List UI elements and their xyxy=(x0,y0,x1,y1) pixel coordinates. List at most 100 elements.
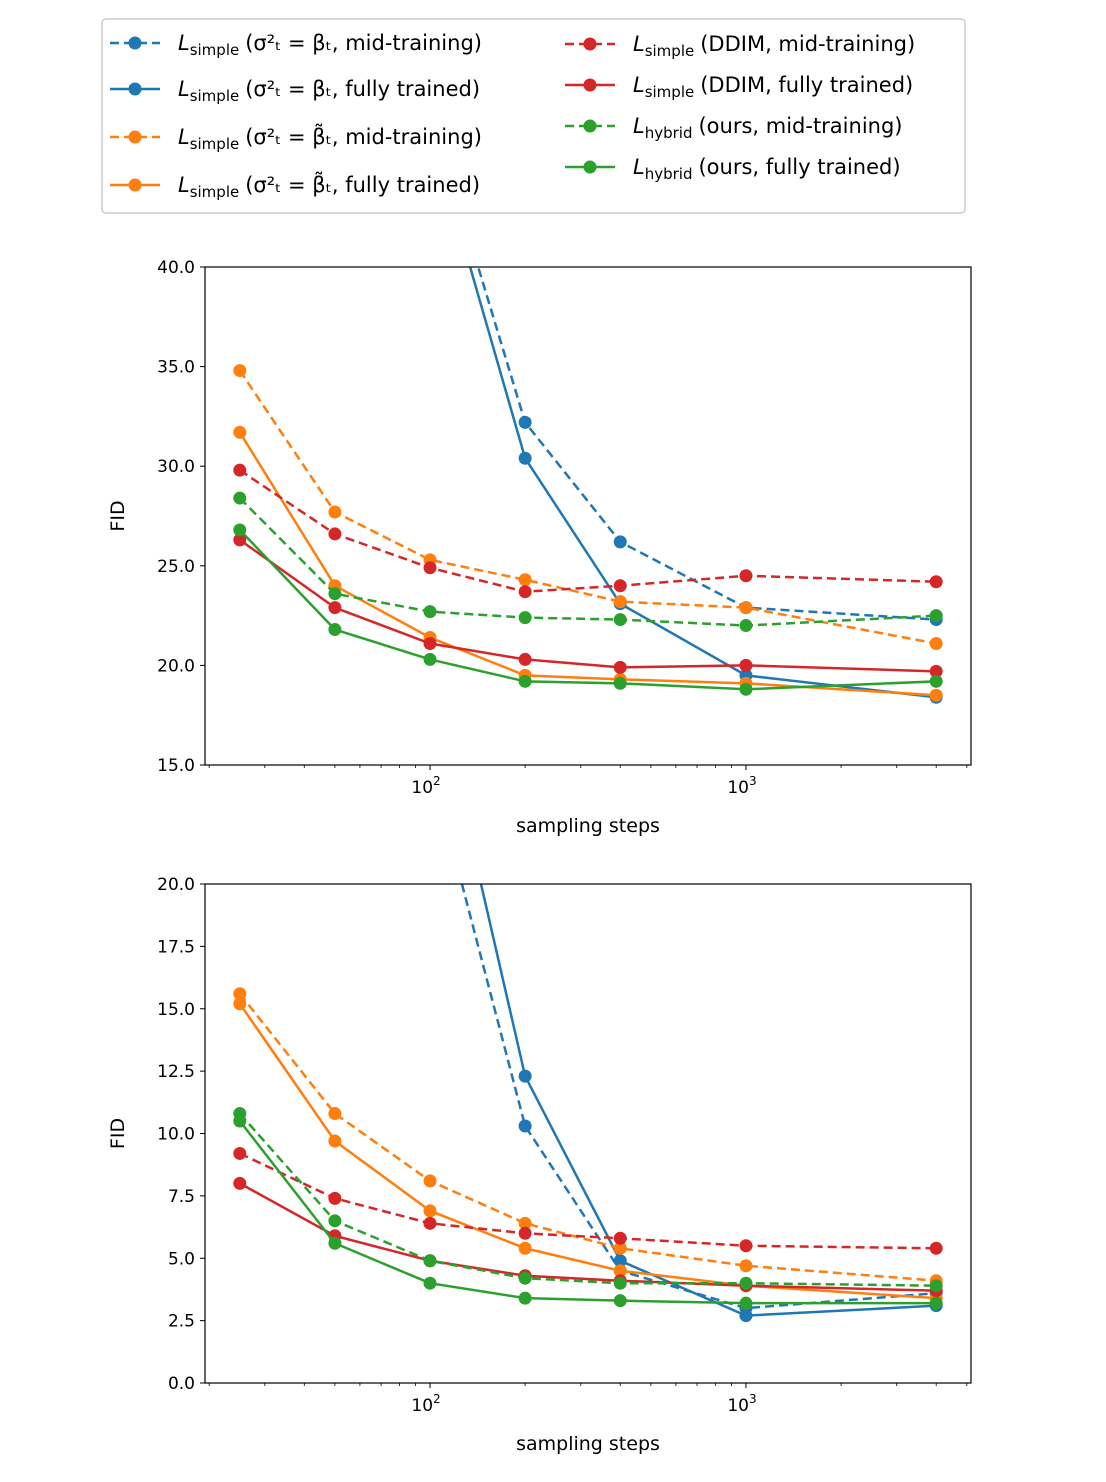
data-point xyxy=(233,425,247,439)
x-tick-base: 10 xyxy=(727,1396,749,1416)
y-tick-label: 20.0 xyxy=(157,656,195,676)
x-tick-base: 10 xyxy=(727,778,749,798)
data-point xyxy=(739,1309,753,1323)
data-point xyxy=(613,1254,627,1268)
y-tick-label: 7.5 xyxy=(168,1187,195,1207)
data-point xyxy=(328,505,342,519)
legend-symbol: L xyxy=(178,125,190,149)
data-point xyxy=(423,1254,437,1268)
y-tick-label: 5.0 xyxy=(168,1249,195,1269)
legend-entry: Lsimple (σ²ₜ = β̃ₜ, fully trained) xyxy=(110,170,480,201)
data-point xyxy=(518,585,532,599)
data-point xyxy=(739,658,753,672)
legend-frame xyxy=(101,18,966,214)
data-point xyxy=(929,1296,943,1310)
legend-label: Lsimple (DDIM, mid-training) xyxy=(633,32,915,60)
x-tick-label: 103 xyxy=(727,774,756,798)
y-tick-label: 15.0 xyxy=(157,756,195,776)
series-line xyxy=(239,469,937,593)
legend-description: (ours, mid-training) xyxy=(698,114,902,138)
x-tick-label: 103 xyxy=(727,1392,756,1416)
y-tick-label: 20.0 xyxy=(157,875,195,895)
y-axis-label: FID xyxy=(107,500,129,531)
y-axis-label: FID xyxy=(107,1118,129,1149)
data-point xyxy=(613,595,627,609)
x-tick-base: 10 xyxy=(411,1396,433,1416)
data-point xyxy=(423,561,437,575)
legend-entry: Lhybrid (ours, fully trained) xyxy=(565,155,901,183)
data-point xyxy=(233,1146,247,1160)
plot-frame xyxy=(204,883,972,1384)
legend-description: (σ²ₜ = β̃ₜ, mid-training) xyxy=(245,122,482,149)
y-tick-label: 0.0 xyxy=(168,1374,195,1394)
legend-subscript: hybrid xyxy=(645,124,693,142)
data-point xyxy=(328,623,342,637)
data-point xyxy=(518,1226,532,1240)
data-point xyxy=(739,1276,753,1290)
data-point xyxy=(423,652,437,666)
legend-subscript: hybrid xyxy=(645,165,693,183)
series-layer xyxy=(233,267,943,704)
data-point xyxy=(423,605,437,619)
legend-marker xyxy=(128,130,142,144)
legend-description: (σ²ₜ = βₜ, fully trained) xyxy=(245,77,480,101)
data-point xyxy=(929,1279,943,1293)
data-point xyxy=(739,619,753,633)
data-point xyxy=(233,491,247,505)
data-point xyxy=(739,569,753,583)
data-point xyxy=(328,587,342,601)
legend-marker xyxy=(128,36,142,50)
series-layer xyxy=(233,884,943,1323)
data-point xyxy=(518,1271,532,1285)
y-tick-label: 30.0 xyxy=(157,457,195,477)
x-tick-label: 102 xyxy=(411,774,440,798)
x-tick-exponent: 2 xyxy=(433,1392,441,1406)
data-point xyxy=(233,997,247,1011)
data-point xyxy=(328,1134,342,1148)
data-point xyxy=(929,674,943,688)
y-tick-label: 17.5 xyxy=(157,937,195,957)
series-line xyxy=(479,884,937,1317)
data-point xyxy=(328,1107,342,1121)
data-point xyxy=(328,527,342,541)
data-point xyxy=(328,1191,342,1205)
data-point xyxy=(929,664,943,678)
data-point xyxy=(739,601,753,615)
legend-label: Lsimple (σ²ₜ = βₜ, mid-training) xyxy=(178,31,482,59)
legend-marker xyxy=(128,178,142,192)
series-line xyxy=(239,538,937,673)
legend-description: (DDIM, mid-training) xyxy=(700,32,915,56)
legend-description: (σ²ₜ = βₜ, mid-training) xyxy=(245,31,482,55)
data-point xyxy=(613,579,627,593)
series-line xyxy=(460,884,937,1310)
legend-label: Lsimple (σ²ₜ = βₜ, fully trained) xyxy=(178,77,480,105)
data-point xyxy=(233,364,247,378)
x-tick-exponent: 3 xyxy=(749,774,757,788)
legend-description: (ours, fully trained) xyxy=(698,155,900,179)
data-point xyxy=(518,652,532,666)
series-line xyxy=(238,431,937,697)
data-point xyxy=(328,601,342,615)
legend-marker xyxy=(583,78,597,92)
x-tick-label: 102 xyxy=(411,1392,440,1416)
plot-frame xyxy=(204,266,972,766)
data-point xyxy=(518,1291,532,1305)
legend-marker xyxy=(583,37,597,51)
x-tick-exponent: 2 xyxy=(433,774,441,788)
y-tick-label: 25.0 xyxy=(157,557,195,577)
legend: Lsimple (σ²ₜ = βₜ, mid-training) Lsimple (σ… xyxy=(101,18,966,214)
legend-entry: Lsimple (DDIM, fully trained) xyxy=(565,73,913,101)
data-point xyxy=(929,609,943,623)
data-point xyxy=(233,533,247,547)
data-point xyxy=(518,415,532,429)
data-point xyxy=(423,1204,437,1218)
series-line xyxy=(238,1003,937,1300)
data-point xyxy=(929,575,943,589)
series-line xyxy=(238,497,937,627)
legend-subscript: simple xyxy=(190,41,240,59)
data-point xyxy=(423,1276,437,1290)
legend-marker xyxy=(583,160,597,174)
legend-subscript: simple xyxy=(190,87,240,105)
y-tick-label: 2.5 xyxy=(168,1312,195,1332)
data-point xyxy=(613,1276,627,1290)
